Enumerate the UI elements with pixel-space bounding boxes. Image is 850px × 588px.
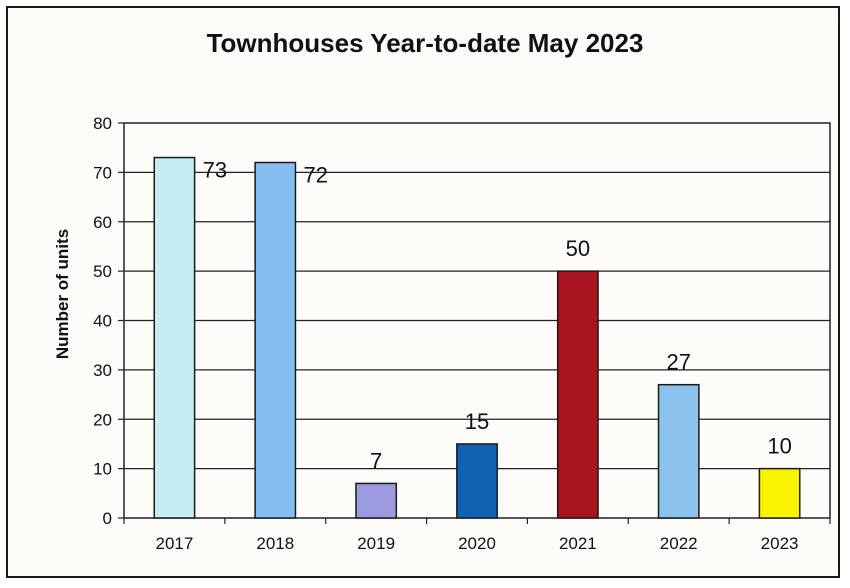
- x-axis-ticks: 2017 2018 2019 2020 2021 2022 2023: [123, 518, 831, 553]
- chart-title: Townhouses Year-to-date May 2023: [207, 28, 644, 58]
- y-tick-label: 70: [93, 163, 112, 182]
- x-tick-label-2022: 2022: [660, 534, 698, 553]
- data-label-2020: 15: [465, 409, 489, 434]
- data-labels: 73 72 7 15 50 27 10: [203, 158, 792, 474]
- x-tick-label-2019: 2019: [357, 534, 395, 553]
- data-label-2018: 72: [303, 163, 327, 188]
- y-tick-label: 50: [93, 262, 112, 281]
- x-tick-label-2023: 2023: [761, 534, 799, 553]
- data-label-2019: 7: [370, 448, 382, 473]
- y-axis-ticks: 0 10 20 30 40 50 60 70 80: [93, 114, 124, 528]
- bar-2019: [355, 482, 398, 519]
- y-axis-title: Number of units: [53, 229, 72, 359]
- y-tick-label: 30: [93, 361, 112, 380]
- bars: [153, 156, 801, 519]
- x-tick-label-2021: 2021: [559, 534, 597, 553]
- bar-2022: [657, 383, 700, 519]
- chart-frame: [6, 6, 840, 578]
- bar-2021: [556, 270, 599, 519]
- x-tick-label-2018: 2018: [256, 534, 294, 553]
- y-tick-label: 40: [93, 312, 112, 331]
- x-tick-label-2020: 2020: [458, 534, 496, 553]
- y-tick-label: 80: [93, 114, 112, 133]
- y-tick-label: 60: [93, 213, 112, 232]
- bar-2020: [456, 443, 498, 519]
- bar-2018: [254, 161, 297, 519]
- data-label-2023: 10: [767, 434, 791, 459]
- y-tick-label: 10: [93, 460, 112, 479]
- bar-2017: [153, 156, 196, 519]
- y-tick-label: 0: [103, 509, 112, 528]
- x-tick-label-2017: 2017: [156, 534, 194, 553]
- data-label-2021: 50: [566, 236, 590, 261]
- bar-2023: [758, 467, 801, 519]
- gridlines: [124, 171, 830, 470]
- y-tick-label: 20: [93, 410, 112, 429]
- data-label-2022: 27: [666, 350, 690, 375]
- data-label-2017: 73: [203, 158, 227, 183]
